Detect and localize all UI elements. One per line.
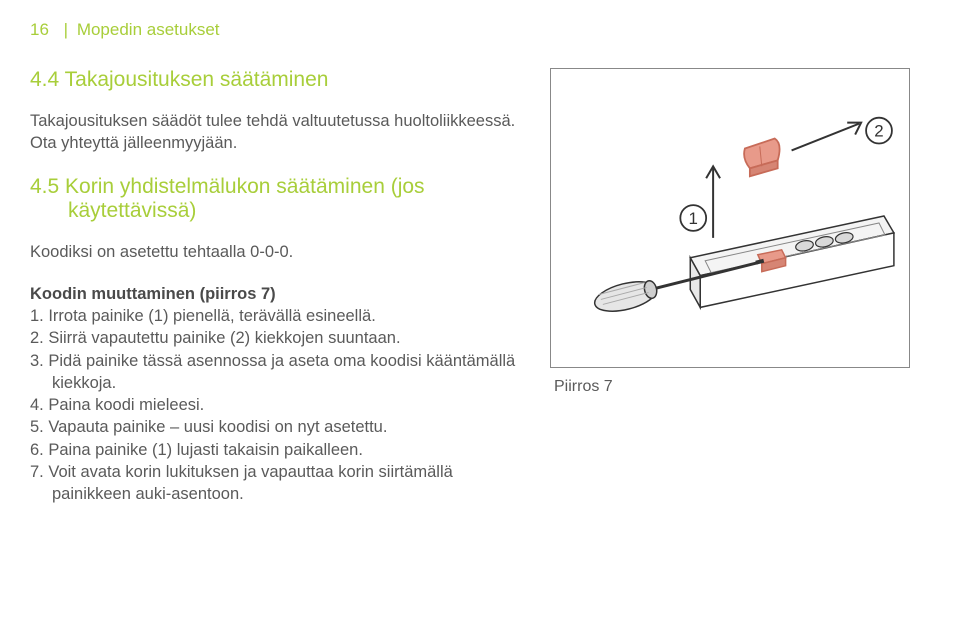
figure-column: 1 2 Piirros 7 (550, 68, 919, 505)
header-separator: | (64, 20, 68, 39)
heading-4-4: 4.4 Takajousituksen säätäminen (30, 68, 520, 92)
figure-svg: 1 2 (551, 69, 909, 367)
subheading-4-5: Koodin muuttaminen (piirros 7) (30, 283, 520, 305)
step-item: 7. Voit avata korin lukituksen ja vapaut… (30, 461, 520, 506)
main-content: 4.4 Takajousituksen säätäminen Takajousi… (30, 68, 919, 505)
step-item: 5. Vapauta painike – uusi koodisi on nyt… (30, 416, 520, 438)
lock-box (690, 216, 894, 307)
step-item: 2. Siirrä vapautettu painike (2) kiekkoj… (30, 327, 520, 349)
body-4-4: Takajousituksen säädöt tulee tehdä valtu… (30, 110, 520, 155)
svg-text:1: 1 (689, 209, 698, 228)
page-number: 16 (30, 20, 49, 39)
wedge-piece (744, 139, 780, 177)
figure-7: 1 2 (550, 68, 910, 368)
figure-caption: Piirros 7 (554, 378, 919, 396)
text-column: 4.4 Takajousituksen säätäminen Takajousi… (30, 68, 520, 505)
step-item: 3. Pidä painike tässä asennossa ja aseta… (30, 350, 520, 395)
arrow-2 (792, 123, 862, 151)
heading-4-5: 4.5 Korin yhdistelmälukon säätäminen (jo… (30, 175, 520, 223)
page-header: 16 | Mopedin asetukset (30, 20, 919, 40)
step-item: 4. Paina koodi mieleesi. (30, 394, 520, 416)
intro-4-5: Koodiksi on asetettu tehtaalla 0-0-0. (30, 241, 520, 263)
step-item: 6. Paina painike (1) lujasti takaisin pa… (30, 439, 520, 461)
step-item: 1. Irrota painike (1) pienellä, teräväll… (30, 305, 520, 327)
arrow-1 (706, 166, 720, 238)
callout-2: 2 (866, 118, 892, 144)
svg-text:2: 2 (874, 122, 883, 141)
section-title: Mopedin asetukset (77, 20, 220, 39)
steps-list: 1. Irrota painike (1) pienellä, teräväll… (30, 305, 520, 505)
callout-1: 1 (680, 205, 706, 231)
